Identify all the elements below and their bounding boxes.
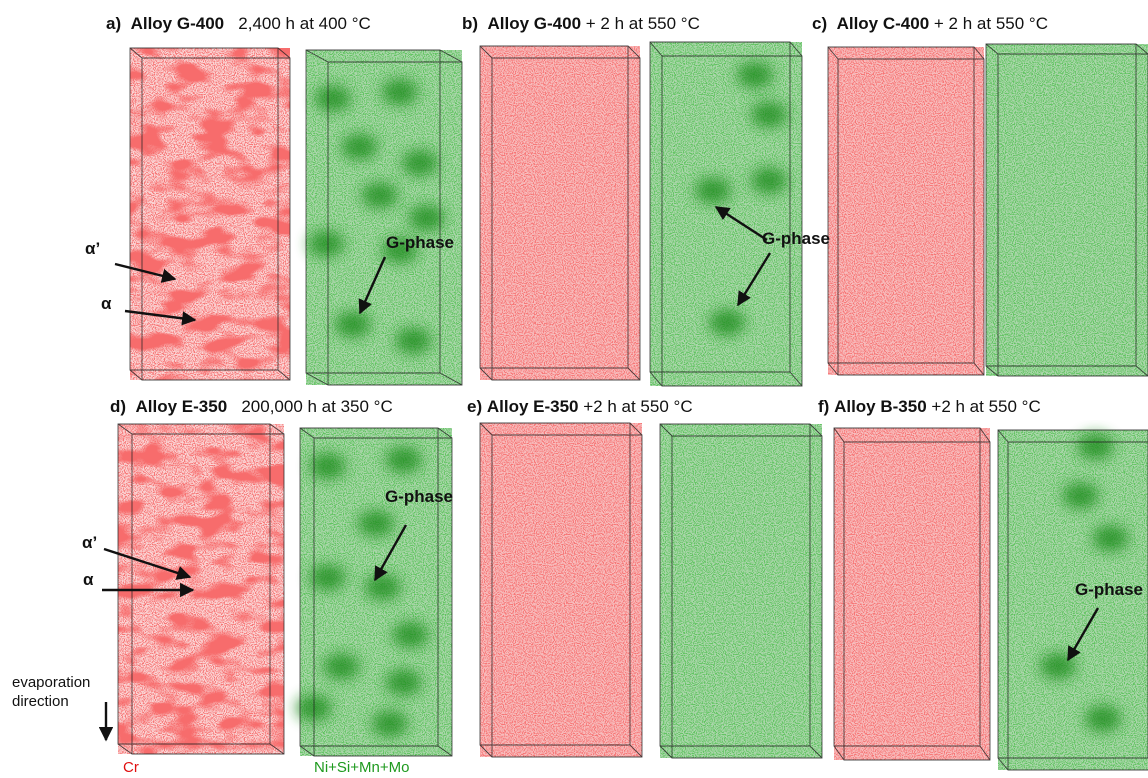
g-phase-cluster (323, 653, 360, 680)
g-phase-cluster (737, 62, 773, 88)
panel-a-title: a) Alloy G-400 2,400 h at 400 °C (106, 14, 371, 34)
panel-condition: + 2 h at 550 °C (585, 14, 700, 33)
g-phase-cluster (385, 669, 422, 696)
panel-e-ni-map (659, 423, 823, 759)
panel-a-cr-map (129, 47, 291, 381)
panel-a-ni-map (305, 49, 463, 386)
panel-condition: + 2 h at 550 °C (933, 14, 1048, 33)
g-phase-cluster (334, 311, 371, 338)
panel-alloy: Alloy G-400 (130, 14, 225, 33)
panel-b-cr-map (479, 45, 641, 381)
g-phase-cluster (308, 230, 345, 257)
panel-alloy: Alloy E-350 (135, 397, 228, 416)
panel-condition: 200,000 h at 350 °C (241, 397, 393, 416)
arrow-alpha-a (124, 309, 197, 326)
g-phase-cluster (751, 167, 787, 194)
g-phase-cluster (309, 564, 346, 591)
g-phase-cluster (709, 309, 745, 336)
panel-label: d) (110, 397, 127, 416)
g-phase-cluster (401, 150, 438, 177)
gphase-label-b: G-phase (762, 229, 831, 248)
panel-c-cr-map (827, 46, 985, 376)
panel-b-title: b) Alloy G-400 + 2 h at 550 °C (462, 14, 700, 34)
panel-label: a) (106, 14, 122, 33)
panel-c-ni-map (985, 43, 1148, 377)
arrow-alpha-prime-a (114, 262, 177, 283)
gphase-label-d: G-phase (385, 487, 454, 506)
alpha-prime-label-a: α’ (85, 239, 101, 258)
g-phase-cluster (408, 204, 445, 231)
panel-d-ni-map (295, 427, 453, 757)
g-phase-cluster (1062, 482, 1099, 509)
alpha-prime-label-d: α’ (82, 533, 98, 552)
g-phase-cluster (381, 78, 418, 105)
panel-label: e) (467, 397, 483, 416)
evaporation-label-line1: evaporation (12, 674, 91, 691)
evaporation-label-line2: direction (12, 693, 69, 710)
cr-legend: Cr (123, 759, 139, 776)
g-phase-cluster (364, 574, 401, 600)
g-phase-cluster (309, 453, 346, 480)
gphase-label-a: G-phase (386, 233, 455, 252)
g-phase-cluster (1040, 653, 1076, 680)
arrow-gphase-d (373, 524, 408, 582)
g-phase-cluster (751, 101, 787, 128)
panel-e-cr-map (479, 422, 643, 758)
arrow-gphase-a (358, 256, 387, 315)
panel-f-cr-map (833, 427, 991, 761)
panel-c-title: c) Alloy C-400 + 2 h at 550 °C (812, 14, 1048, 34)
arrow-alpha-prime-d (103, 547, 192, 580)
panel-condition: +2 h at 550 °C (931, 397, 1041, 416)
panel-alloy: Alloy B-350 (834, 397, 927, 416)
panel-f-ni-map (997, 429, 1148, 771)
panel-alloy: Alloy E-350 (486, 397, 579, 416)
g-phase-cluster (1085, 705, 1121, 732)
g-phase-cluster (1077, 433, 1114, 460)
gphase-label-f: G-phase (1075, 580, 1144, 599)
panel-condition: +2 h at 550 °C (583, 397, 693, 416)
panel-e-title: e) Alloy E-350 +2 h at 550 °C (467, 397, 693, 417)
g-phase-cluster (341, 133, 378, 160)
panel-f-title: f) Alloy B-350 +2 h at 550 °C (818, 397, 1041, 417)
g-phase-cluster (381, 237, 418, 264)
g-phase-cluster (1092, 525, 1129, 552)
g-phase-cluster (314, 85, 351, 112)
panel-label: c) (812, 14, 828, 33)
panel-d-title: d) Alloy E-350 200,000 h at 350 °C (110, 397, 393, 417)
arrow-gphase-b1 (714, 205, 768, 242)
g-phase-cluster (395, 327, 432, 354)
g-phase-cluster (357, 510, 394, 537)
panel-alloy: Alloy G-400 (487, 14, 582, 33)
g-phase-cluster (371, 710, 408, 737)
g-phase-cluster (695, 177, 731, 204)
alpha-label-a: α (101, 294, 112, 313)
g-phase-cluster (361, 182, 398, 209)
green-legend: Ni+Si+Mn+Mo (314, 759, 410, 776)
panel-condition: 2,400 h at 400 °C (238, 14, 371, 33)
panel-label: b) (462, 14, 479, 33)
arrow-gphase-f (1066, 607, 1100, 662)
alpha-label-d: α (83, 570, 94, 589)
arrow-gphase-b2 (736, 252, 772, 307)
panel-label: f) (818, 397, 830, 416)
g-phase-cluster (392, 621, 429, 648)
panel-alloy: Alloy C-400 (836, 14, 930, 33)
g-phase-cluster (385, 446, 422, 473)
